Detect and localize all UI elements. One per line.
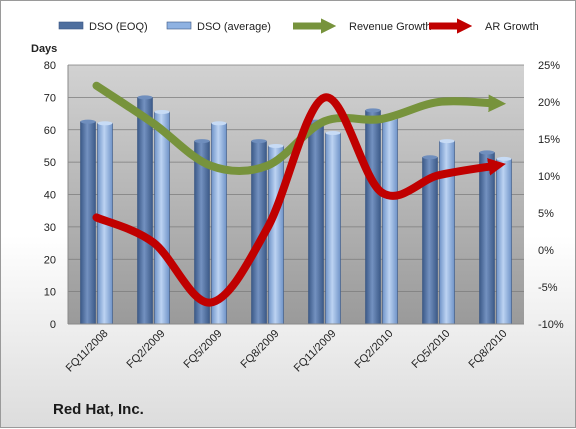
bar — [268, 143, 284, 325]
x-tick-label: FQ5/2009 — [182, 328, 225, 371]
bar-body — [325, 132, 341, 325]
bar-body — [80, 121, 96, 325]
bar — [479, 150, 495, 325]
left-tick-label: 70 — [44, 92, 56, 104]
right-tick-label: 10% — [538, 171, 560, 183]
bar-cap — [268, 143, 284, 148]
legend-label: AR Growth — [485, 21, 539, 33]
x-tick-label: FQ11/2009 — [292, 328, 339, 375]
bar-cap — [80, 119, 96, 124]
legend-swatch — [166, 21, 192, 30]
bar-body — [365, 110, 381, 325]
bar — [308, 119, 324, 325]
left-tick-label: 10 — [44, 287, 56, 299]
x-tick-label: FQ8/2009 — [239, 328, 282, 371]
bar — [365, 108, 381, 325]
bar-cap — [325, 130, 341, 135]
bar-body — [137, 97, 153, 325]
x-tick-label: FQ2/2009 — [125, 328, 168, 371]
bar-body — [382, 118, 398, 325]
legend-item: DSO (average) — [166, 21, 271, 33]
left-tick-label: 20 — [44, 254, 56, 266]
right-tick-label: -10% — [538, 319, 564, 331]
left-axis: 0 10 20 30 40 50 60 70 80 — [44, 60, 524, 331]
right-tick-label: 20% — [538, 97, 560, 109]
bar-body — [308, 121, 324, 325]
left-tick-label: 40 — [44, 190, 56, 202]
bar — [325, 130, 341, 325]
left-tick-label: 60 — [44, 125, 56, 137]
right-tick-label: -5% — [538, 282, 558, 294]
legend-label: DSO (average) — [197, 21, 271, 33]
left-axis-title: Days — [31, 43, 57, 55]
right-tick-label: 5% — [538, 208, 554, 220]
bar-cap — [194, 139, 210, 144]
bar-cap — [97, 121, 113, 126]
series-line — [92, 81, 507, 176]
right-tick-label: 25% — [538, 60, 560, 72]
bar-cap — [137, 95, 153, 100]
legend-item: AR Growth — [429, 18, 539, 34]
legend-item: DSO (EOQ) — [58, 21, 148, 33]
right-axis: -10% -5% 0% 5% 10% 15% 20% 25% — [538, 60, 564, 331]
left-tick-label: 30 — [44, 222, 56, 234]
legend-swatch — [58, 21, 84, 30]
legend-label: Revenue Growth — [349, 21, 432, 33]
bar — [382, 116, 398, 325]
legend: DSO (EOQ) DSO (average) Revenue Growth AR G… — [58, 18, 539, 34]
bar-cap — [251, 139, 267, 144]
x-tick-label: FQ5/2010 — [410, 328, 453, 371]
bar — [496, 156, 512, 325]
right-tick-label: 15% — [538, 134, 560, 146]
bar — [80, 119, 96, 325]
bar-body — [479, 152, 495, 325]
x-tick-label: FQ11/2008 — [64, 328, 111, 375]
bar — [422, 155, 438, 325]
bar-cap — [496, 156, 512, 161]
bar-cap — [439, 139, 455, 144]
bar-cap — [154, 109, 170, 114]
bar-body — [268, 145, 284, 325]
bar — [439, 139, 455, 325]
legend-label: DSO (EOQ) — [89, 21, 148, 33]
bar-cap — [365, 108, 381, 113]
legend-item: Revenue Growth — [293, 18, 432, 34]
bar-cap — [211, 121, 227, 126]
right-tick-label: 0% — [538, 245, 554, 257]
lines-layer — [92, 81, 507, 307]
left-tick-label: 0 — [50, 319, 56, 331]
x-tick-label: FQ8/2010 — [467, 328, 510, 371]
bar — [137, 95, 153, 325]
left-tick-label: 80 — [44, 60, 56, 72]
bar-cap — [479, 150, 495, 155]
bar-body — [496, 158, 512, 325]
bar — [154, 109, 170, 325]
x-tick-label: FQ2/2010 — [353, 328, 396, 371]
bar-cap — [422, 155, 438, 160]
left-tick-label: 50 — [44, 157, 56, 169]
bar-body — [154, 111, 170, 325]
x-axis: FQ11/2008 FQ2/2009 FQ5/2009 FQ8/2009 FQ11/20… — [64, 328, 510, 375]
company-name: Red Hat, Inc. — [53, 401, 144, 418]
bars-layer — [80, 95, 512, 325]
series-line — [92, 93, 506, 307]
